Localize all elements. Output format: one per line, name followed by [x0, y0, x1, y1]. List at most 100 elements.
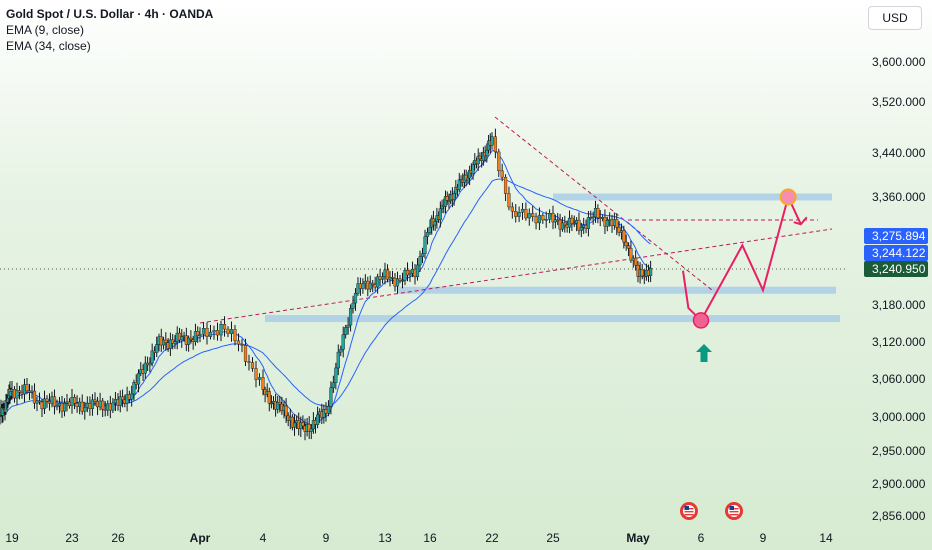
candle-up: [361, 283, 365, 289]
candle-up: [368, 282, 372, 290]
time-tick-label: 13: [378, 531, 392, 545]
candle-down: [640, 269, 644, 277]
candle-down: [290, 416, 294, 428]
time-tick-label: 25: [546, 531, 560, 545]
time-tick-label: 23: [65, 531, 79, 545]
candle-down: [570, 217, 574, 224]
candle-down: [226, 328, 230, 334]
candle-up: [527, 213, 531, 219]
candle-up: [180, 336, 184, 341]
candle-down: [261, 377, 265, 390]
price-label-text: 3,244.122: [872, 246, 926, 260]
candle-down: [32, 390, 37, 404]
candle-down: [507, 193, 511, 208]
scenario-arrowhead: [793, 216, 808, 226]
candle-down: [514, 211, 518, 217]
candle-up: [560, 222, 565, 230]
zone-band: [398, 286, 836, 294]
time-tick-label: 6: [698, 531, 705, 545]
candle-down: [563, 222, 567, 226]
time-axis[interactable]: 19 23 26 Apr 4 9 13 16 22 25 May 6 9 14: [5, 531, 833, 545]
candle-up: [136, 373, 141, 385]
zone-band: [265, 315, 840, 323]
candle-down: [196, 331, 200, 336]
candle-up: [173, 341, 177, 344]
symbol-title[interactable]: Gold Spot / U.S. Dollar · 4h · OANDA: [6, 7, 214, 21]
candle-up: [520, 208, 525, 213]
candle-up: [408, 273, 412, 276]
candle-up: [420, 253, 425, 257]
ema-slow-label[interactable]: EMA (34, close): [6, 39, 91, 53]
candle-down: [25, 384, 29, 392]
candle-down: [236, 340, 241, 345]
candle-up: [339, 349, 343, 353]
candle-down: [205, 328, 209, 337]
candle-down: [371, 282, 375, 285]
candle-up: [168, 339, 172, 349]
candle-up: [548, 212, 552, 220]
support-resistance-zones: [265, 193, 840, 323]
candle-down: [72, 396, 77, 404]
price-tick-label: 3,440.000: [872, 146, 926, 160]
candle-up: [344, 327, 348, 335]
time-tick-label: 9: [760, 531, 767, 545]
currency-button[interactable]: USD: [868, 6, 922, 30]
candle-down: [240, 344, 244, 346]
candle-down: [629, 248, 633, 261]
candle-up: [150, 350, 154, 364]
price-axis[interactable]: 3,600.000 3,520.000 3,440.000 3,360.000 3,18…: [864, 55, 928, 523]
candle-down: [267, 391, 271, 404]
candle-up: [334, 367, 338, 383]
candle-down: [541, 215, 545, 221]
candle-down: [189, 337, 193, 340]
candle-down: [37, 400, 42, 403]
candle-up: [485, 149, 489, 157]
price-label-box: [864, 245, 928, 261]
candle-down: [624, 241, 628, 246]
candle-down: [534, 216, 538, 224]
candle-up: [403, 270, 407, 281]
candle-down: [577, 219, 581, 231]
candle-down: [385, 269, 390, 280]
price-tick-label: 3,360.000: [872, 190, 926, 204]
candle-down: [617, 226, 621, 233]
price-tick-label: 3,060.000: [872, 372, 926, 386]
time-tick-label: May: [626, 531, 650, 545]
candle-down: [254, 368, 258, 380]
candle-down: [301, 422, 305, 427]
candle-down: [243, 345, 248, 362]
candle-down: [445, 196, 449, 201]
candle-up: [471, 164, 475, 174]
candle-up: [329, 387, 333, 407]
candle-up: [457, 179, 461, 190]
candle-down: [510, 206, 514, 212]
candle-up: [348, 308, 353, 326]
time-tick-label: 22: [485, 531, 499, 545]
candle-up: [155, 344, 159, 353]
candle-up: [351, 302, 355, 309]
candle-down: [247, 361, 251, 363]
time-tick-label: 4: [260, 531, 267, 545]
zone-band: [553, 193, 832, 201]
candle-up: [586, 217, 591, 229]
us-flag-event-icon: [680, 502, 698, 520]
candle-down: [398, 278, 402, 281]
candle-down: [405, 270, 410, 276]
candle-down: [478, 155, 482, 159]
candle-down: [615, 219, 619, 228]
candle-down: [493, 136, 497, 153]
candle-up: [400, 280, 405, 282]
ema-fast-label[interactable]: EMA (9, close): [6, 23, 85, 37]
candle-up: [336, 351, 340, 369]
candle-up: [15, 390, 19, 399]
candle-down: [52, 396, 57, 407]
candle-up: [425, 232, 430, 237]
time-tick-label: 26: [111, 531, 125, 545]
price-tick-label: 2,950.000: [872, 444, 926, 458]
target-low-marker: [692, 312, 710, 329]
candle-up: [466, 177, 470, 181]
candle-down: [497, 151, 501, 172]
price-label-text: 3,240.950: [872, 262, 926, 276]
target-high-marker: [779, 188, 797, 206]
